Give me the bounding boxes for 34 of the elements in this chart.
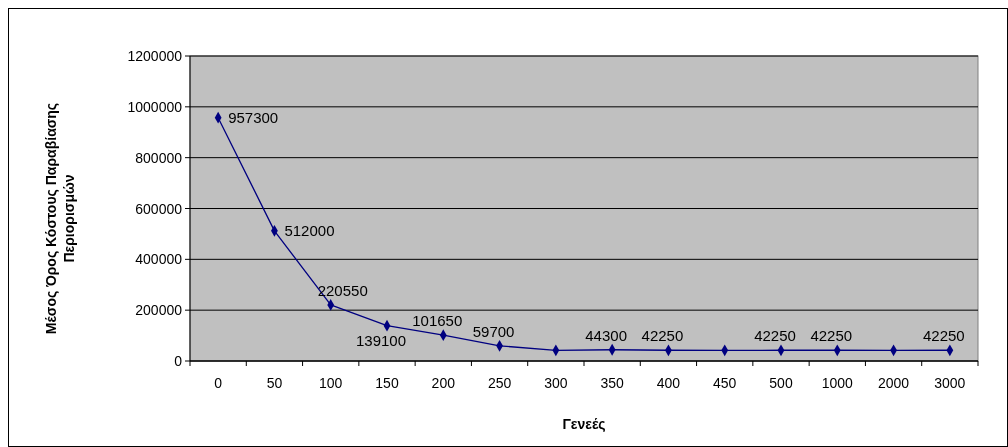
x-axis-title: Γενεές xyxy=(562,416,606,432)
data-label: 101650 xyxy=(412,312,463,330)
y-tick-label: 1000000 xyxy=(127,98,183,115)
x-tick-label: 200 xyxy=(431,375,456,391)
data-label: 139100 xyxy=(355,331,407,349)
data-label: 220550 xyxy=(317,281,368,299)
data-label: 59700 xyxy=(472,322,515,340)
data-label: 42250 xyxy=(923,327,965,345)
y-tick-label: 600000 xyxy=(135,200,183,217)
x-tick-label: 150 xyxy=(375,375,399,391)
x-tick-label: 400 xyxy=(656,375,681,391)
x-tick-label: 2000 xyxy=(877,375,910,391)
data-label: 42250 xyxy=(641,327,684,345)
x-tick-label: 100 xyxy=(319,375,343,391)
y-tick-label: 0 xyxy=(174,353,183,369)
y-tick-label: 200000 xyxy=(135,302,183,319)
data-label: 957300 xyxy=(228,108,279,126)
x-tick-label: 1000 xyxy=(821,375,854,391)
x-tick-label: 3000 xyxy=(934,375,966,391)
y-axis-title: Μέσος Όρος Κόστους Παραβίασης Περιορισμών xyxy=(43,102,77,335)
data-label: 44300 xyxy=(585,326,627,344)
y-tick-label: 1200000 xyxy=(127,48,183,64)
x-tick-label: 300 xyxy=(544,375,568,391)
x-tick-label: 250 xyxy=(487,375,512,391)
data-label: 512000 xyxy=(284,221,335,239)
data-label: 42250 xyxy=(810,327,853,345)
y-tick-label: 400000 xyxy=(135,251,183,268)
x-tick-label: 450 xyxy=(713,375,737,391)
x-tick-label: 0 xyxy=(214,375,223,391)
x-tick-label: 50 xyxy=(266,375,283,391)
x-tick-label: 350 xyxy=(600,375,625,391)
data-label: 42250 xyxy=(754,327,796,345)
y-tick-label: 800000 xyxy=(135,149,183,166)
x-tick-label: 500 xyxy=(769,375,793,391)
